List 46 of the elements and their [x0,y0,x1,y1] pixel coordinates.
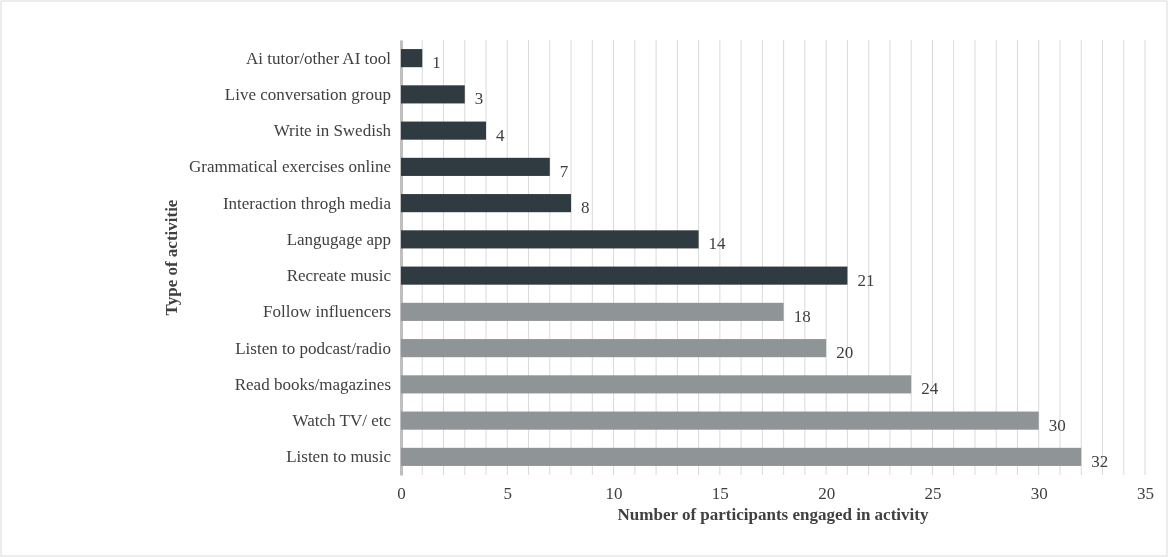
data-label: 3 [474,89,484,109]
data-label: 24 [921,379,939,399]
x-tick-label: 0 [397,484,406,504]
x-tick-label: 20 [818,484,836,504]
y-tick-label: Langugage app [286,229,391,249]
bar [401,302,784,321]
bar [401,411,1039,430]
data-label: 21 [857,270,875,290]
data-label: 7 [559,161,569,181]
y-tick-label: Live conversation group [224,84,391,104]
y-tick-label: Follow influencers [263,302,391,322]
bar [401,375,912,394]
bar [401,339,827,358]
data-label: 18 [793,306,811,326]
x-tick-label: 25 [924,484,942,504]
x-tick-label: 15 [711,484,729,504]
y-tick-label: Write in Swedish [273,121,392,141]
y-tick-label: Recreate music [286,266,392,286]
data-label: 30 [1048,415,1066,435]
bar [401,121,487,140]
x-tick-label: 10 [605,484,623,504]
data-label: 1 [432,53,441,73]
bar [401,157,550,176]
y-tick-label: Read books/magazines [234,374,391,394]
data-label: 32 [1091,451,1109,471]
data-label: 14 [708,234,727,254]
x-tick-label: 5 [503,484,513,504]
y-tick-label: Listen to podcast/radio [235,338,391,358]
y-axis-title: Type of activitie [161,199,181,316]
bar [401,49,423,68]
x-axis-title: Number of participants engaged in activity [617,505,929,524]
data-label: 8 [581,198,590,218]
y-tick-label: Watch TV/ etc [292,411,392,431]
y-tick-label: Grammatical exercises online [188,157,391,177]
data-label: 20 [836,343,854,363]
x-tick-label: 35 [1137,484,1154,504]
bar [401,447,1082,466]
bar [401,194,572,213]
bar [401,85,465,104]
y-tick-label: Ai tutor/other AI tool [246,48,392,68]
y-tick-label: Interaction throgh media [222,193,392,213]
bar [401,266,848,285]
data-label: 4 [496,125,506,145]
x-tick-label: 30 [1030,484,1048,504]
bar [401,230,699,249]
y-tick-label: Listen to music [286,447,392,467]
